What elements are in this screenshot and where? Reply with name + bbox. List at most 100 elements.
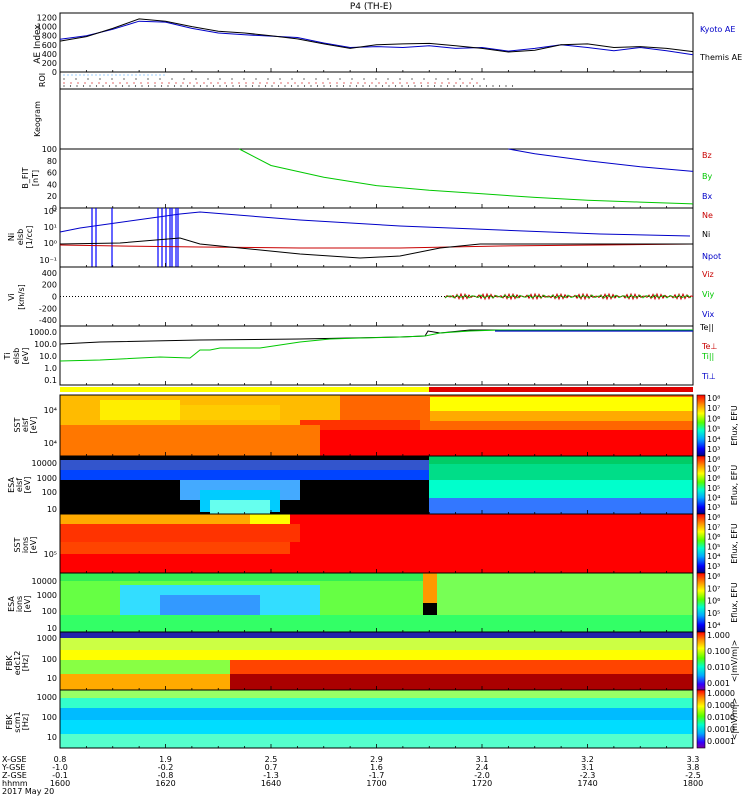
roi-dot [483,78,485,80]
esa1-unit: [eV] [23,477,32,494]
ni-unit: [1/cc] [25,226,34,249]
x-col-value: 0.7 [265,763,278,772]
roi-dot [357,82,359,84]
x-col-value: -2.5 [685,771,701,780]
roi-dot [301,82,303,84]
roi-dot [89,85,91,87]
x-col-value: 1.9 [159,755,172,764]
colorbar-tick: 0.100 [707,647,730,656]
roi-ylabel: ROI [38,73,47,87]
roi-dot [82,85,85,87]
colorbar-tick: 1.000 [707,631,730,640]
roi-dot [206,85,208,87]
fbk1-tick-100: 100 [42,655,57,664]
roi-dot [232,85,234,87]
panel-ni: 10² 10¹ 10⁰ 10⁻¹ Ni elsb [1/cc] Ne Ni Np… [7,207,721,268]
colorbar-tick: 10⁵ [707,542,720,551]
roi-dot [83,74,85,76]
ae-tick: 400 [42,50,57,59]
fbk1-tick-1000: 1000 [37,634,57,643]
colorbar-tick: 10⁸ [707,455,720,464]
sst2-tick: 10⁵ [44,550,57,559]
bfit-tick: 40 [47,180,57,189]
spec-cell [60,615,693,632]
roi-dot [399,82,401,84]
roi-dot [75,74,77,76]
roi-dot [115,74,117,76]
roi-dot [310,85,312,87]
esa2-tick-10000: 10000 [32,577,57,586]
roi-dot [267,78,269,80]
spec-cell [100,400,180,420]
colorbar-sst2 [696,513,706,574]
roi-dot [485,85,488,87]
spec-cell [60,425,320,456]
esa1-tick-1000: 1000 [37,474,57,483]
colorbar-tick: 10⁵ [707,484,720,493]
roi-dot [111,78,113,80]
spec-cell [60,720,693,734]
roi-dot [350,82,352,84]
roi-dot [99,78,101,80]
colorbar-tick: 10⁶ [707,474,720,483]
x-col-value: -0.1 [52,771,68,780]
roi-dot [199,85,202,87]
ni-npot-line [59,211,691,237]
panel-vi: 400 200 0 -200 -400 Vi [km/s] Viz Viy Vix [7,266,715,327]
ti-tick: 1.0 [44,364,57,373]
legend-viz: Viz [702,270,714,279]
roi-dot [95,74,97,76]
roi-dot [423,78,425,80]
colorbar-tick: 10⁶ [707,597,720,606]
panel-keogram: Keogram [33,88,694,150]
roi-dot [131,74,133,76]
spec-cell [429,456,693,464]
fbk2-sub: scm1 [13,711,22,732]
x-row-label: hhmm [2,779,28,788]
spec-cell [60,524,300,542]
roi-dot [128,85,130,87]
roi-dot [123,78,125,80]
spec-cell [320,430,693,456]
roi-dot [287,82,289,84]
colorbar-tick: 10⁸ [707,572,720,581]
spec-labels: SST elsf [eV] 10⁴ 10⁴ ESA elsf [eV] 1000… [5,406,57,742]
roi-dot [71,74,73,76]
x-col-value: 1620 [155,779,175,788]
roi-dot [108,85,111,87]
colorbar-tick: 10⁷ [707,523,720,532]
roi-dot [271,85,273,87]
sst2-unit: [eV] [29,537,38,554]
roi-dot [119,82,121,84]
x-row-label: Z-GSE [2,771,27,780]
roi-dot [448,82,450,84]
vi-ylabel: Vi [7,293,16,301]
spectrogram-panels [59,394,694,749]
roi-dot [225,85,228,87]
sst1-ylabel: SST [13,417,22,432]
colorbar-label: Eflux, EFU [730,465,739,506]
esa2-tick-1000: 1000 [37,591,57,600]
roi-dot [316,85,319,87]
roi-dot [193,85,195,87]
roi-dot [336,82,338,84]
legend-bx: Bx [702,192,712,201]
x-col-value: -1.7 [369,771,385,780]
roi-dot [259,82,261,84]
legend-tepar: Te|| [699,323,714,332]
bfit-tick: 0 [52,204,57,213]
roi-dot [511,85,514,87]
roi-dot [291,78,293,80]
roi-dot [245,82,247,84]
roi-dot [462,82,464,84]
ti-tick: 100.0 [34,340,57,349]
roi-dot [394,85,397,87]
roi-dot [329,82,331,84]
roi-dot [171,78,173,80]
roi-dot [273,82,275,84]
legend-bz: Bz [702,151,712,160]
roi-dot [186,85,189,87]
roi-dot [476,82,478,84]
roi-dot [160,85,163,87]
